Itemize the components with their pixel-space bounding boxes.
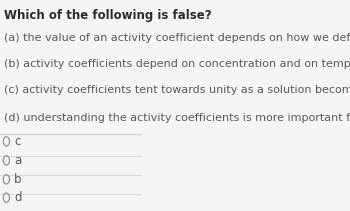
Text: (a) the value of an activity coefficient depends on how we define the concentrat: (a) the value of an activity coefficient… <box>4 33 350 43</box>
Text: (b) activity coefficients depend on concentration and on temperature: (b) activity coefficients depend on conc… <box>4 59 350 69</box>
Text: b: b <box>14 173 22 186</box>
Text: c: c <box>14 135 21 148</box>
Text: Which of the following is false?: Which of the following is false? <box>4 9 212 23</box>
Text: (d) understanding the activity coefficients is more important for ionic solution: (d) understanding the activity coefficie… <box>4 113 350 123</box>
Text: d: d <box>14 191 22 204</box>
Text: (c) activity coefficients tent towards unity as a solution becomes more concentr: (c) activity coefficients tent towards u… <box>4 85 350 95</box>
Text: a: a <box>14 154 21 167</box>
